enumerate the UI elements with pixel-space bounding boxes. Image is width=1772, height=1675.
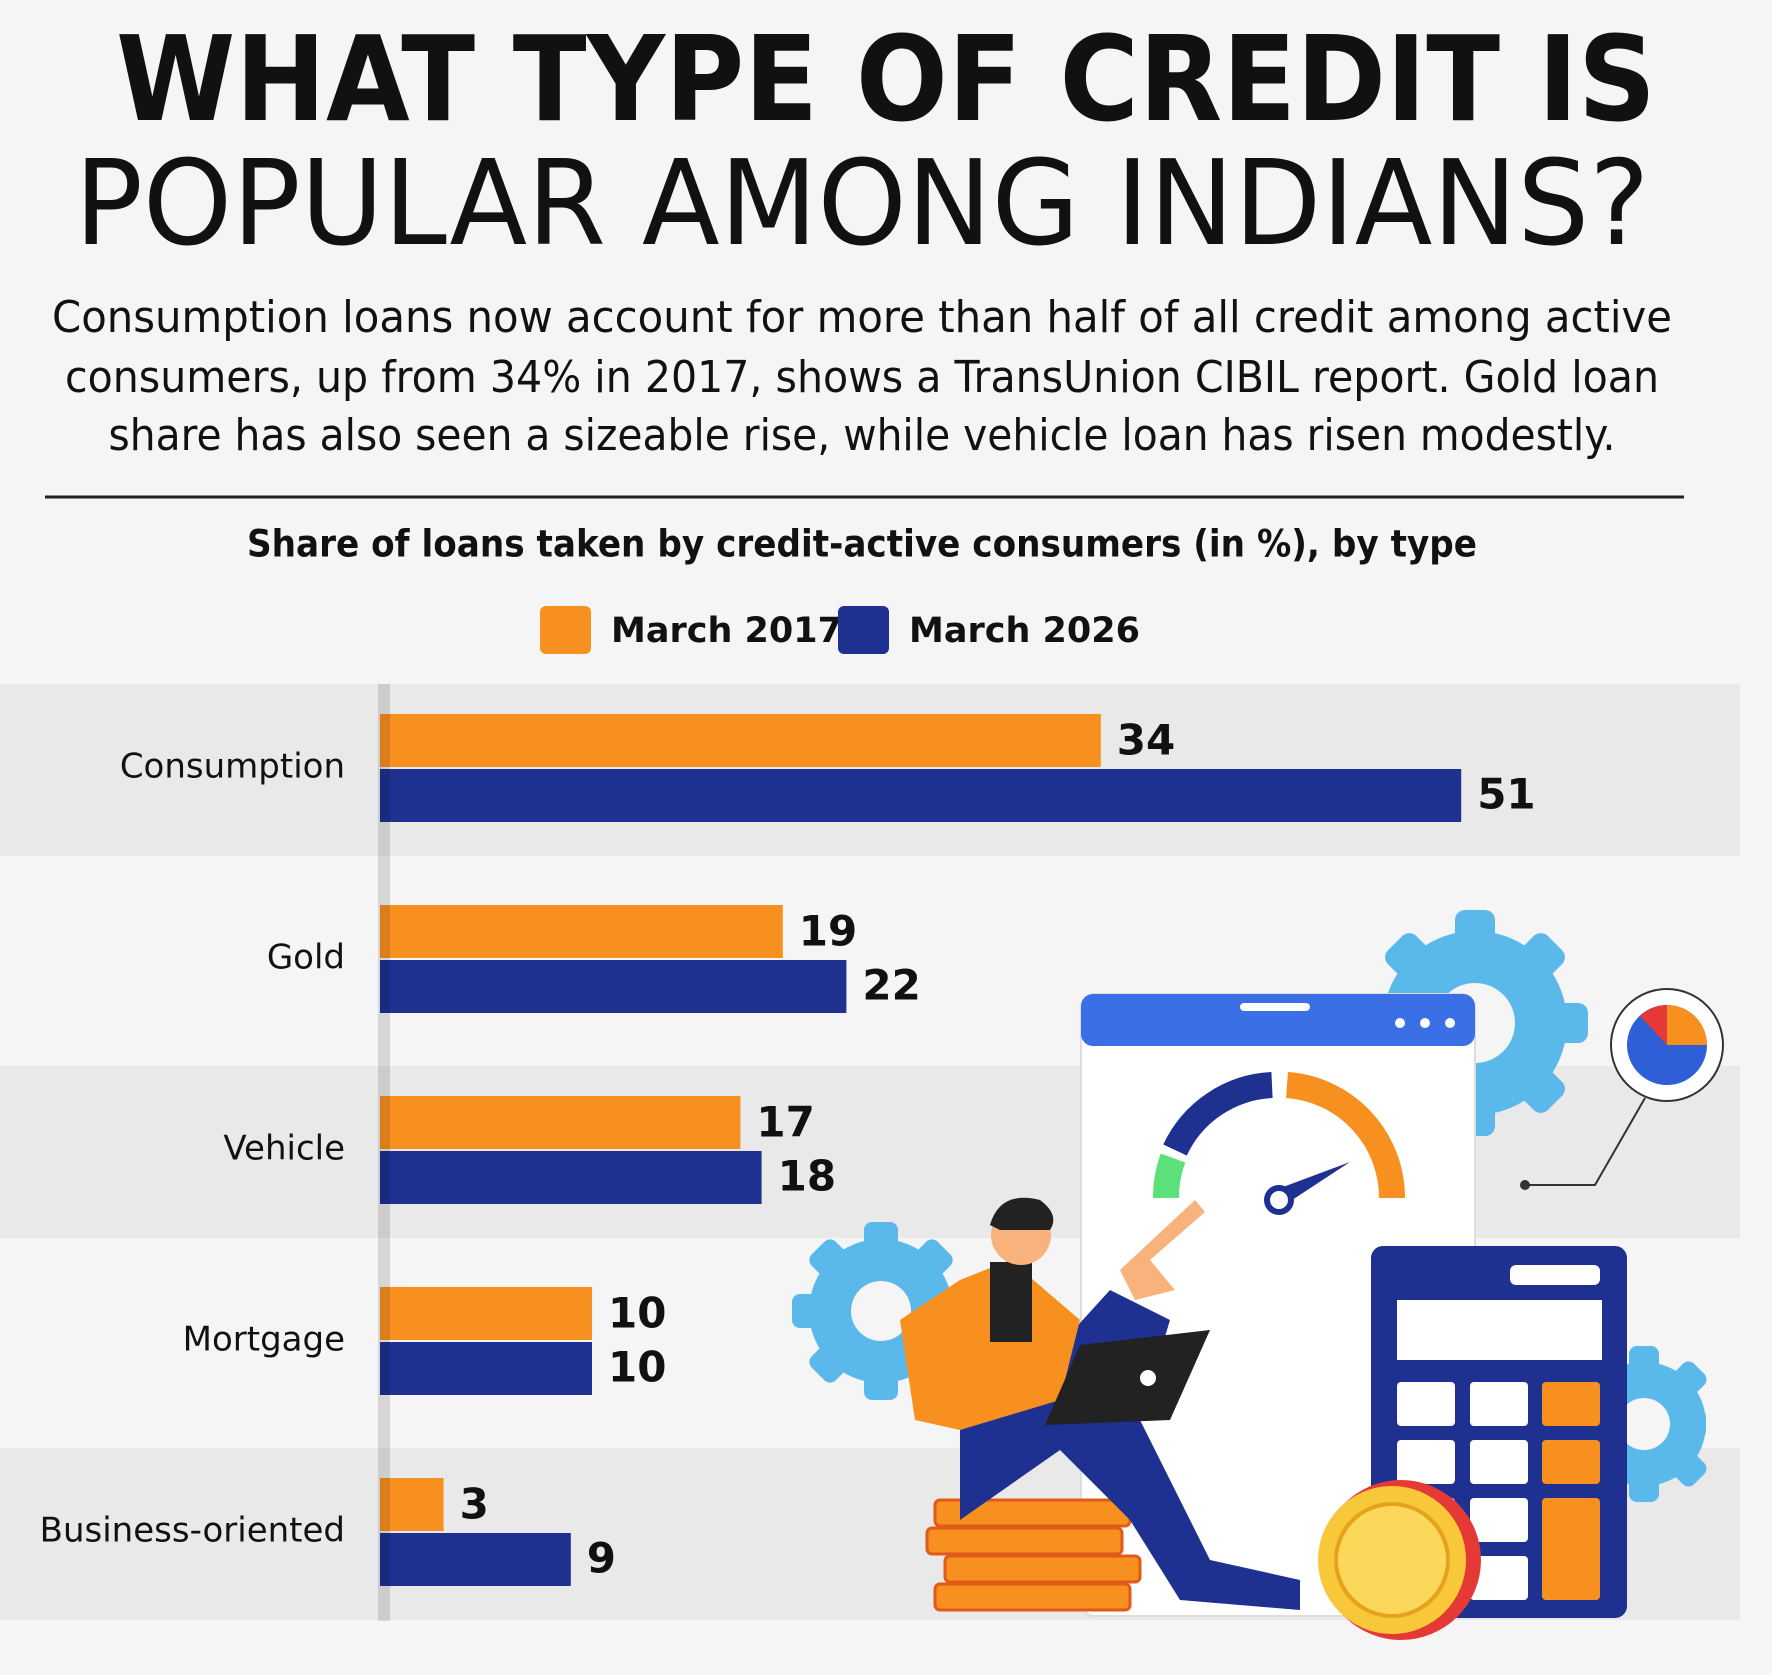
legend: March 2017 March 2026 [540,606,1140,654]
category-label: Gold [267,938,345,978]
bar [380,1533,571,1586]
legend-swatch [540,606,591,654]
axis-line [378,684,390,1621]
illustration [792,910,1724,1640]
subtitle-line: Consumption loans now account for more t… [52,292,1672,343]
value-label: 22 [862,961,920,1010]
subtitle-line: consumers, up from 34% in 2017, shows a … [65,352,1659,403]
category-label: Consumption [120,747,345,787]
legend-label: March 2026 [909,611,1140,651]
category-label: Vehicle [223,1129,345,1169]
bar [380,905,783,958]
value-label: 34 [1117,716,1175,765]
category-label: Mortgage [183,1320,345,1360]
value-label: 3 [460,1480,489,1529]
legend-swatch [838,606,889,654]
bar [380,960,847,1013]
bar [380,769,1462,822]
value-label: 19 [799,907,857,956]
bar [380,1151,762,1204]
subtitle-line: share has also seen a sizeable rise, whi… [109,410,1616,461]
bar [380,1287,592,1340]
title-line: POPULAR AMONG INDIANS? [75,134,1650,272]
value-label: 17 [756,1098,814,1147]
value-label: 51 [1477,770,1535,819]
bar [380,1342,592,1395]
bar [380,1478,444,1531]
value-label: 18 [778,1152,836,1201]
chart-title: Share of loans taken by credit-active co… [247,523,1477,566]
title-line: WHAT TYPE OF CREDIT IS [116,10,1656,148]
bar [380,714,1101,767]
bar [380,1096,741,1149]
value-label: 9 [587,1534,616,1583]
legend-label: March 2017 [611,611,842,651]
category-label: Business-oriented [40,1511,345,1551]
value-label: 10 [608,1343,666,1392]
value-label: 10 [608,1289,666,1338]
